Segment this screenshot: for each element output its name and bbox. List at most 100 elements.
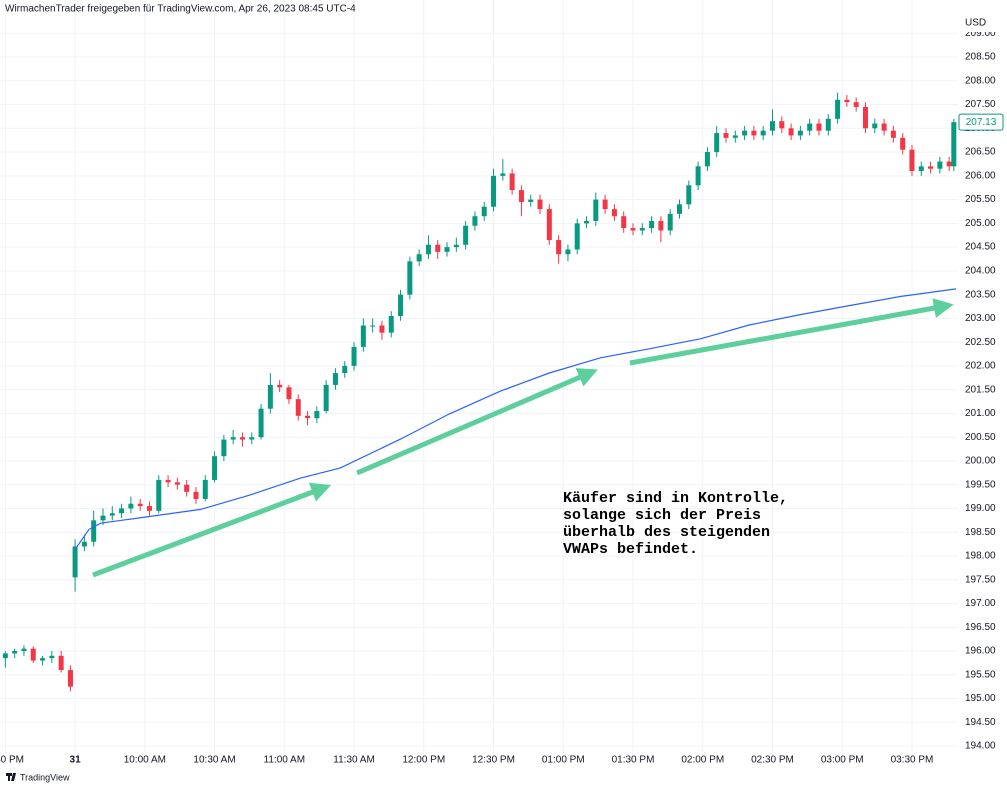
candle-body [491,175,497,207]
y-tick-label: 208.50 [965,52,996,63]
y-tick-label: 202.00 [965,361,996,372]
candle-body [21,648,27,652]
y-tick-label: 203.50 [965,289,996,300]
candle-body [807,123,813,131]
candle-body [686,185,692,205]
x-tick-label: 01:30 PM [612,755,655,766]
x-tick-label: 11:00 AM [264,755,306,766]
candle-body [137,503,143,507]
annotation-line: solange sich der Preis [563,507,761,524]
candle-body [602,199,608,210]
candle-body [314,411,320,419]
y-tick-label: 205.00 [965,218,996,229]
candle-body [416,254,422,262]
candle-body [695,166,701,186]
candle-body [658,220,664,231]
candle-body [249,437,255,440]
x-tick-label: 12:30 PM [472,755,515,766]
candle-body [853,102,859,107]
y-tick-label: 201.50 [965,384,996,395]
y-tick-label: 209.00 [965,28,996,39]
x-tick-label: 11:30 AM [333,755,375,766]
candle-body [928,166,934,169]
price-label-box [958,113,1004,131]
arrow [92,482,332,578]
candle-body [230,437,236,440]
candle-body [835,99,841,119]
annotation-line: überhalb des steigenden [563,524,770,541]
candle-body [556,239,562,255]
y-tick-label: 195.50 [965,669,996,680]
y-tick-label: 204.00 [965,266,996,277]
candle-body [30,648,36,661]
candle-body [946,161,952,167]
x-tick-label: 02:00 PM [681,755,724,766]
candle-body [742,130,748,136]
candle-body [649,220,655,229]
candle-body [751,130,757,136]
candle-body [295,399,301,416]
candle-body [574,223,580,250]
annotation-arrows [92,298,954,578]
candle-body [816,123,822,131]
x-tick-label: 03:30 PM [891,755,934,766]
candle-body [825,118,831,131]
y-tick-label: 205.50 [965,194,996,205]
arrow [629,298,954,366]
annotation: Käufer sind in Kontrolle, solange sich d… [563,490,788,558]
currency-bg [960,14,1006,32]
candle-body [202,479,208,499]
candle-body [760,130,766,136]
candle-body [277,384,283,388]
candle-body [593,199,599,221]
candle-body [379,325,385,333]
candle-body [342,365,348,374]
candle-body [40,658,46,661]
candle-body [146,506,152,511]
candle-body [221,439,227,457]
candle-body [565,249,571,255]
y-tick-label: 206.00 [965,170,996,181]
y-tick-label: 202.50 [965,337,996,348]
y-tick-label: 194.50 [965,717,996,728]
y-tick-label: 196.50 [965,622,996,633]
arrow [356,368,598,476]
y-tick-label: 207.50 [965,99,996,110]
currency: USD [965,18,986,29]
candle-body [630,228,636,231]
candle-body [844,99,850,103]
candle-body [900,137,906,150]
brand: TradingView [6,772,70,782]
grid [0,0,958,757]
y-tick-label: 194.00 [965,741,996,752]
candle-body [305,415,311,419]
brand-name: TradingView [20,772,70,782]
y-tick-label: 195.00 [965,693,996,704]
candle-body [714,133,720,153]
candle-body [351,346,357,366]
candle-body [286,387,292,400]
candle-body [128,503,134,509]
candle-body [872,123,878,129]
x-tick-label: 10:30 AM [193,755,235,766]
candle-body [472,216,478,226]
candle-body [332,373,338,385]
candle-body [58,655,64,671]
y-tick-label: 196.00 [965,646,996,657]
candle-body [360,325,366,347]
brand-logo [6,773,16,781]
y-tick-label: 204.50 [965,242,996,253]
candle-body [174,482,180,485]
candle-body [67,670,73,687]
y-tick-label: 198.50 [965,527,996,538]
candle-body [2,653,8,659]
candle-body [407,261,413,295]
y-tick-label: 201.00 [965,408,996,419]
candle-body [918,166,924,172]
candle-body [909,149,915,172]
candle-body [267,384,273,409]
candle-body [723,133,729,138]
candle-body [12,651,18,654]
candle-body [546,209,552,240]
candle-body [500,173,506,176]
